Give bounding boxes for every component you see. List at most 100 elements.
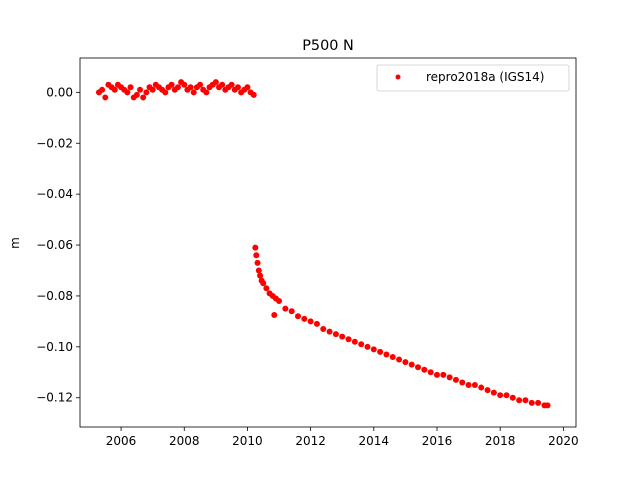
data-point — [244, 84, 251, 91]
data-point — [255, 267, 262, 274]
data-point — [228, 81, 235, 88]
y-tick-label: −0.12 — [36, 391, 73, 405]
data-point — [313, 320, 320, 327]
data-point — [234, 84, 241, 91]
legend: repro2018a (IGS14) — [376, 64, 570, 92]
data-point — [111, 86, 118, 93]
data-point — [415, 364, 422, 371]
data-point — [377, 348, 384, 355]
legend-box — [376, 64, 570, 92]
data-point — [252, 244, 259, 251]
data-point — [99, 86, 106, 93]
x-tick-label: 2012 — [295, 434, 326, 448]
x-tick-label: 2010 — [232, 434, 263, 448]
data-point — [408, 361, 415, 368]
data-point — [133, 91, 140, 98]
data-point — [260, 280, 267, 287]
y-axis-label: m — [8, 237, 22, 249]
data-point — [452, 376, 459, 383]
data-point — [465, 382, 472, 389]
data-point — [484, 387, 491, 394]
data-point — [137, 86, 144, 93]
plot-frame — [79, 57, 577, 428]
data-point — [149, 86, 156, 93]
legend-label: repro2018a (IGS14) — [426, 70, 544, 84]
x-tick-label: 2008 — [169, 434, 200, 448]
data-point — [257, 272, 264, 279]
data-point — [212, 79, 219, 86]
data-point — [271, 312, 278, 319]
data-point — [253, 252, 260, 259]
data-point — [143, 89, 150, 96]
data-point — [168, 81, 175, 88]
data-point — [276, 298, 283, 305]
data-point — [427, 369, 434, 376]
data-point — [522, 397, 529, 404]
data-point — [282, 305, 289, 312]
data-point — [471, 382, 478, 389]
data-point — [174, 84, 181, 91]
data-point — [440, 371, 447, 378]
data-point — [345, 336, 352, 343]
x-tick-label: 2018 — [485, 434, 516, 448]
x-tick-label: 2006 — [106, 434, 137, 448]
x-axis: 2006 2008 2010 2012 2014 2016 2018 2020 — [106, 427, 579, 448]
data-point — [509, 394, 516, 401]
x-tick-label: 2020 — [548, 434, 579, 448]
chart-title: P500 N — [302, 38, 354, 54]
y-tick-label: −0.04 — [36, 187, 73, 201]
data-point — [446, 374, 453, 381]
data-point — [102, 94, 109, 101]
data-point — [383, 351, 390, 358]
legend-marker — [395, 74, 401, 80]
data-point — [370, 346, 377, 353]
data-point — [294, 313, 301, 320]
y-axis: 0.00 −0.02 −0.04 −0.06 −0.08 −0.10 −0.12 — [36, 85, 80, 405]
data-point — [254, 259, 261, 266]
x-tick-label: 2014 — [359, 434, 390, 448]
data-point — [190, 89, 197, 96]
data-point — [503, 392, 510, 399]
data-points — [95, 79, 551, 409]
data-point — [263, 285, 270, 292]
data-point — [187, 84, 194, 91]
data-point — [516, 397, 523, 404]
data-point — [197, 81, 204, 88]
data-point — [127, 84, 134, 91]
data-point — [124, 89, 131, 96]
data-point — [320, 326, 327, 333]
data-point — [364, 343, 371, 350]
data-point — [181, 81, 188, 88]
data-point — [396, 356, 403, 363]
data-point — [478, 384, 485, 391]
data-point — [402, 359, 409, 366]
data-point — [288, 308, 295, 315]
x-tick-label: 2016 — [422, 434, 453, 448]
data-point — [301, 315, 308, 322]
data-point — [459, 379, 466, 386]
y-tick-label: −0.02 — [36, 136, 73, 150]
data-point — [307, 318, 314, 325]
y-tick-label: −0.10 — [36, 340, 73, 354]
data-point — [219, 81, 226, 88]
data-point — [358, 341, 365, 348]
y-tick-label: −0.08 — [36, 289, 73, 303]
data-point — [544, 402, 551, 409]
data-point — [203, 89, 210, 96]
y-tick-label: 0.00 — [46, 85, 73, 99]
data-point — [535, 399, 542, 406]
data-point — [162, 89, 169, 96]
data-point — [140, 94, 147, 101]
data-point — [332, 331, 339, 338]
data-point — [389, 354, 396, 361]
data-point — [490, 389, 497, 396]
data-point — [351, 338, 358, 345]
data-point — [250, 91, 257, 98]
y-tick-label: −0.06 — [36, 238, 73, 252]
data-point — [497, 392, 504, 399]
data-point — [528, 399, 535, 406]
data-point — [326, 328, 333, 335]
data-point — [433, 371, 440, 378]
data-point — [339, 333, 346, 340]
